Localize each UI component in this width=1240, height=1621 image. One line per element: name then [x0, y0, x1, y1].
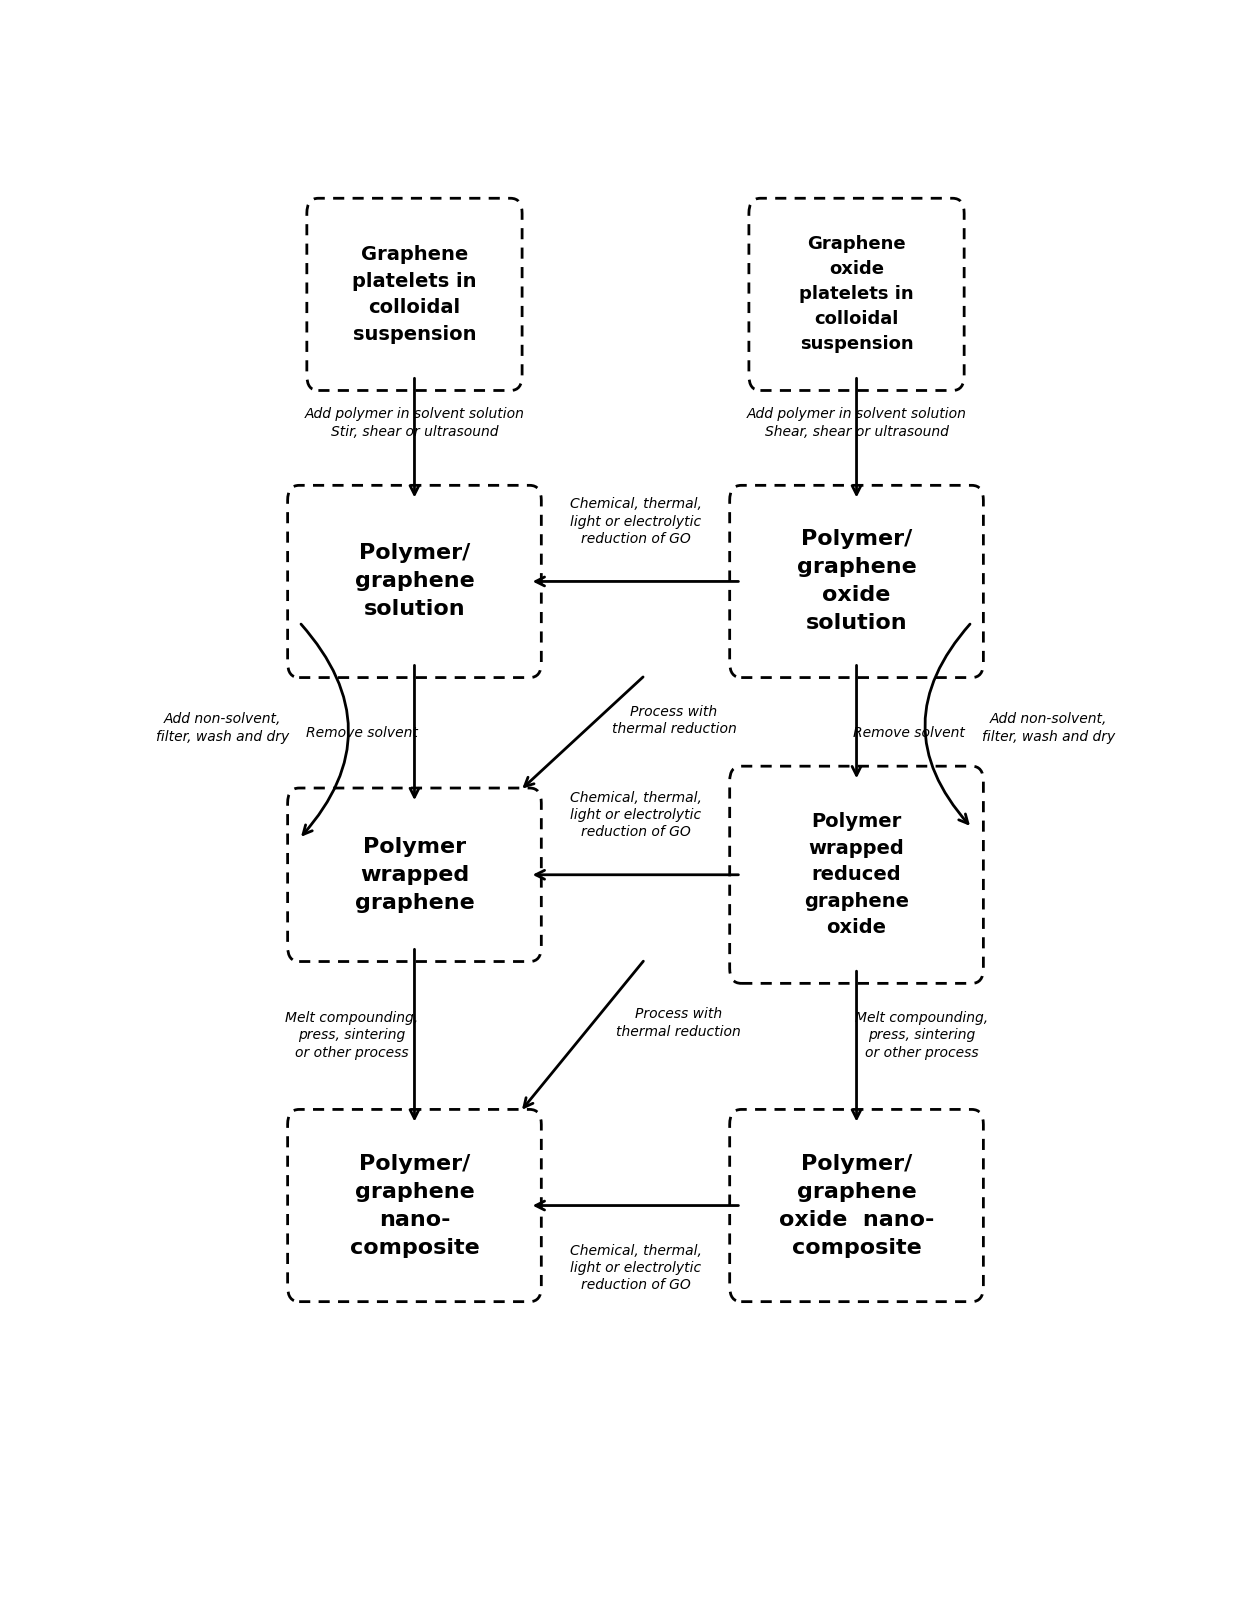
FancyBboxPatch shape — [729, 485, 983, 678]
Text: Add non-solvent,
filter, wash and dry: Add non-solvent, filter, wash and dry — [982, 713, 1115, 744]
FancyBboxPatch shape — [288, 788, 542, 961]
Text: Polymer/
graphene
oxide  nano-
composite: Polymer/ graphene oxide nano- composite — [779, 1154, 934, 1258]
Text: Polymer/
graphene
oxide
solution: Polymer/ graphene oxide solution — [796, 530, 916, 634]
Text: Chemical, thermal,
light or electrolytic
reduction of GO: Chemical, thermal, light or electrolytic… — [569, 1243, 702, 1292]
Text: Add non-solvent,
filter, wash and dry: Add non-solvent, filter, wash and dry — [156, 713, 289, 744]
Text: Graphene
platelets in
colloidal
suspension: Graphene platelets in colloidal suspensi… — [352, 245, 476, 344]
Text: Polymer
wrapped
reduced
graphene
oxide: Polymer wrapped reduced graphene oxide — [804, 812, 909, 937]
Text: Polymer/
graphene
solution: Polymer/ graphene solution — [355, 543, 475, 619]
Text: Chemical, thermal,
light or electrolytic
reduction of GO: Chemical, thermal, light or electrolytic… — [569, 498, 702, 546]
FancyBboxPatch shape — [729, 1109, 983, 1302]
Text: Melt compounding,
press, sintering
or other process: Melt compounding, press, sintering or ot… — [285, 1012, 419, 1060]
Text: Melt compounding,
press, sintering
or other process: Melt compounding, press, sintering or ot… — [856, 1012, 988, 1060]
Text: Process with
thermal reduction: Process with thermal reduction — [611, 705, 737, 736]
FancyBboxPatch shape — [288, 1109, 542, 1302]
Text: Polymer/
graphene
nano-
composite: Polymer/ graphene nano- composite — [350, 1154, 480, 1258]
FancyBboxPatch shape — [306, 198, 522, 391]
FancyBboxPatch shape — [288, 485, 542, 678]
Text: Graphene
oxide
platelets in
colloidal
suspension: Graphene oxide platelets in colloidal su… — [800, 235, 914, 353]
Text: Chemical, thermal,
light or electrolytic
reduction of GO: Chemical, thermal, light or electrolytic… — [569, 791, 702, 840]
Text: Add polymer in solvent solution
Stir, shear or ultrasound: Add polymer in solvent solution Stir, sh… — [305, 407, 525, 439]
Text: Add polymer in solvent solution
Shear, shear or ultrasound: Add polymer in solvent solution Shear, s… — [746, 407, 966, 439]
FancyBboxPatch shape — [729, 767, 983, 984]
Text: Process with
thermal reduction: Process with thermal reduction — [616, 1007, 742, 1039]
FancyBboxPatch shape — [749, 198, 965, 391]
Text: Remove solvent: Remove solvent — [853, 726, 965, 739]
Text: Remove solvent: Remove solvent — [306, 726, 418, 739]
Text: Polymer
wrapped
graphene: Polymer wrapped graphene — [355, 836, 475, 913]
